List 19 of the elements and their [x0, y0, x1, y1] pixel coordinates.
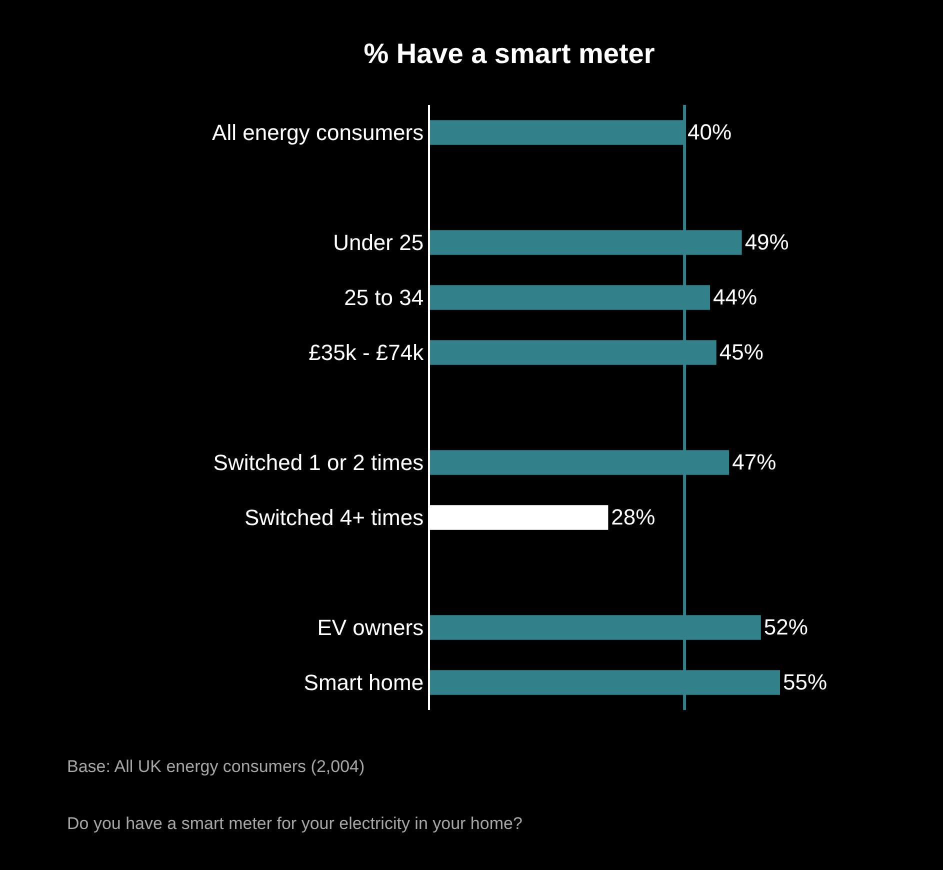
data-label: 28% [611, 504, 656, 530]
data-label: 49% [744, 229, 789, 254]
text: Base: All UK energy consumers (2,004) [67, 757, 365, 776]
data-label: 40% [688, 119, 732, 144]
y-tick-label: EV owners [317, 615, 424, 640]
data-label: 45% [719, 339, 764, 364]
y-tick-label: Switched 1 or 2 times [213, 450, 424, 476]
chart-title: % Have a smart meter [364, 38, 655, 70]
data-label: 44% [713, 284, 758, 310]
data-label: 55% [783, 669, 828, 694]
y-tick-label: Smart home [304, 670, 424, 696]
data-label: 52% [764, 614, 808, 640]
data-label: 47% [732, 449, 776, 474]
y-tick-label: £35k - £74k [308, 340, 425, 366]
y-tick-label: Switched 4+ times [244, 505, 424, 530]
y-tick-label: 25 to 34 [344, 285, 424, 310]
text: Do you have a smart meter for your electricity in your home? [67, 814, 522, 833]
y-tick-label: Under 25 [333, 230, 424, 256]
y-tick-label: All energy consumers [212, 120, 424, 146]
